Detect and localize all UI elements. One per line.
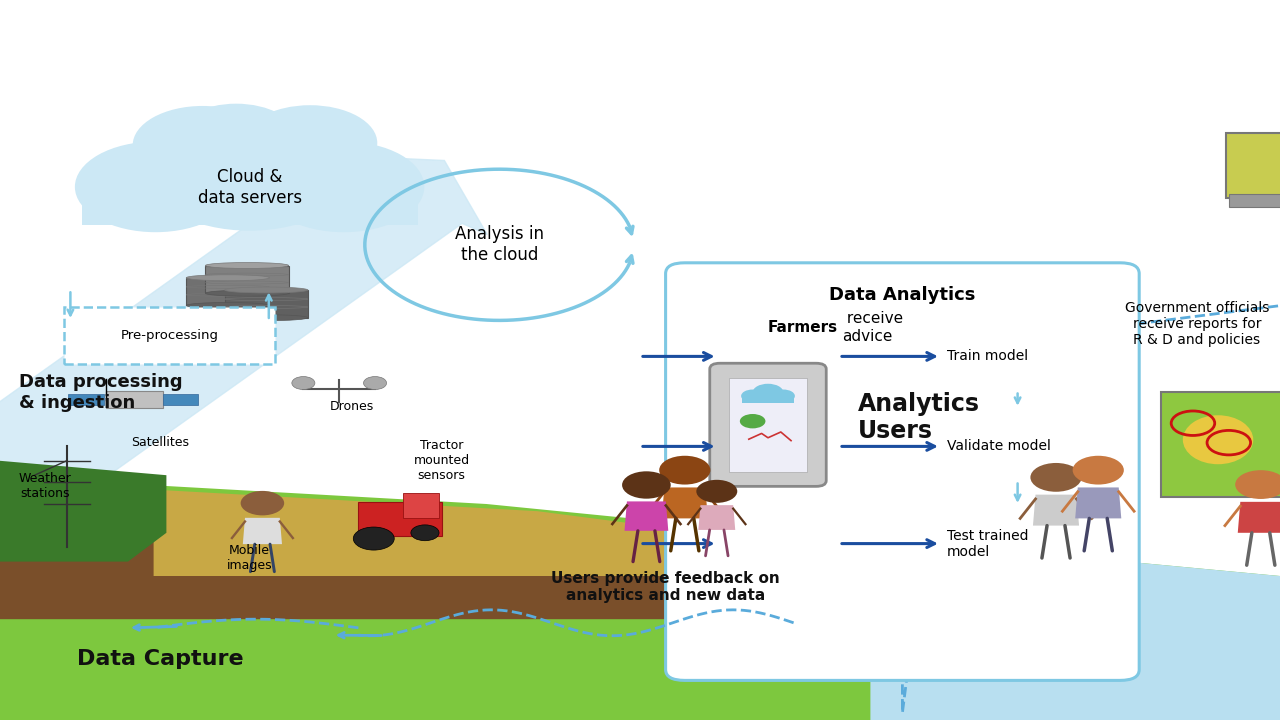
Polygon shape [154, 490, 704, 576]
Ellipse shape [187, 275, 270, 281]
Text: Drones: Drones [330, 400, 374, 413]
Ellipse shape [724, 463, 833, 472]
FancyBboxPatch shape [1229, 194, 1280, 207]
Circle shape [753, 384, 783, 401]
Polygon shape [0, 475, 1280, 720]
Circle shape [1073, 456, 1124, 485]
Ellipse shape [724, 330, 833, 340]
Text: Cloud &
data servers: Cloud & data servers [197, 168, 302, 207]
Text: Validation
Data
(15%): Validation Data (15%) [749, 430, 808, 463]
Polygon shape [187, 278, 270, 305]
Polygon shape [724, 425, 833, 468]
FancyBboxPatch shape [742, 394, 794, 403]
Text: Validate model: Validate model [947, 439, 1051, 454]
Polygon shape [225, 290, 307, 318]
Ellipse shape [724, 420, 833, 430]
FancyBboxPatch shape [358, 502, 442, 536]
Polygon shape [0, 526, 870, 619]
FancyBboxPatch shape [68, 394, 104, 405]
FancyBboxPatch shape [666, 263, 1139, 680]
FancyBboxPatch shape [82, 179, 417, 225]
Text: receive
advice: receive advice [842, 311, 904, 343]
Circle shape [740, 414, 765, 428]
Circle shape [264, 141, 425, 232]
Circle shape [1235, 470, 1280, 499]
Polygon shape [870, 562, 1280, 720]
Polygon shape [243, 518, 282, 544]
Circle shape [741, 390, 764, 402]
Text: Mobile
images: Mobile images [227, 544, 273, 572]
Polygon shape [205, 266, 289, 293]
Circle shape [659, 456, 710, 485]
Text: Tractor
mounted
sensors: Tractor mounted sensors [413, 439, 470, 482]
Ellipse shape [225, 315, 308, 320]
Text: Test trained
model: Test trained model [947, 528, 1029, 559]
FancyBboxPatch shape [709, 364, 827, 487]
Polygon shape [662, 487, 708, 518]
Circle shape [145, 113, 355, 230]
FancyBboxPatch shape [403, 493, 439, 518]
Ellipse shape [724, 518, 833, 527]
Polygon shape [724, 335, 833, 378]
Ellipse shape [1183, 415, 1253, 464]
Ellipse shape [724, 560, 833, 570]
Circle shape [243, 105, 378, 181]
FancyBboxPatch shape [106, 391, 163, 408]
FancyBboxPatch shape [1226, 133, 1280, 198]
Text: Pre-processing: Pre-processing [120, 329, 219, 342]
FancyBboxPatch shape [163, 394, 198, 405]
Polygon shape [699, 505, 735, 530]
Circle shape [292, 377, 315, 390]
Text: Farmers: Farmers [768, 320, 838, 335]
Circle shape [772, 390, 795, 402]
FancyBboxPatch shape [730, 377, 808, 472]
Circle shape [175, 104, 297, 172]
Text: Satellites: Satellites [131, 436, 189, 449]
Text: Data Capture: Data Capture [77, 649, 243, 669]
Ellipse shape [206, 263, 289, 269]
Text: Training
Data
(70%): Training Data (70%) [754, 340, 803, 373]
Circle shape [411, 525, 439, 541]
Ellipse shape [187, 302, 270, 308]
FancyArrow shape [0, 154, 488, 497]
Polygon shape [724, 522, 833, 565]
Text: Weather
stations: Weather stations [18, 472, 72, 500]
Circle shape [353, 527, 394, 550]
Text: Government officials
receive reports for
R & D and policies: Government officials receive reports for… [1125, 301, 1268, 347]
Circle shape [74, 141, 236, 232]
Text: Users provide feedback on
analytics and new data: Users provide feedback on analytics and … [552, 570, 780, 603]
Ellipse shape [206, 290, 289, 296]
Text: Data processing
& ingestion: Data processing & ingestion [19, 373, 183, 412]
FancyBboxPatch shape [64, 307, 275, 364]
Circle shape [622, 472, 671, 499]
Text: Analysis in
the cloud: Analysis in the cloud [454, 225, 544, 264]
Circle shape [364, 377, 387, 390]
Polygon shape [625, 501, 668, 531]
Polygon shape [1075, 487, 1121, 518]
Polygon shape [1238, 502, 1280, 533]
Text: Analytics
Users: Analytics Users [858, 392, 979, 444]
Text: Data Analytics: Data Analytics [829, 286, 975, 304]
Polygon shape [1033, 495, 1079, 526]
Ellipse shape [225, 287, 308, 293]
Circle shape [1030, 463, 1082, 492]
FancyBboxPatch shape [1161, 392, 1280, 497]
Ellipse shape [724, 373, 833, 382]
Text: Train model: Train model [947, 349, 1028, 364]
Circle shape [241, 491, 284, 516]
Polygon shape [0, 461, 166, 562]
Circle shape [696, 480, 737, 503]
Text: Test Data
(15%): Test Data (15%) [750, 533, 806, 554]
Circle shape [133, 106, 273, 184]
